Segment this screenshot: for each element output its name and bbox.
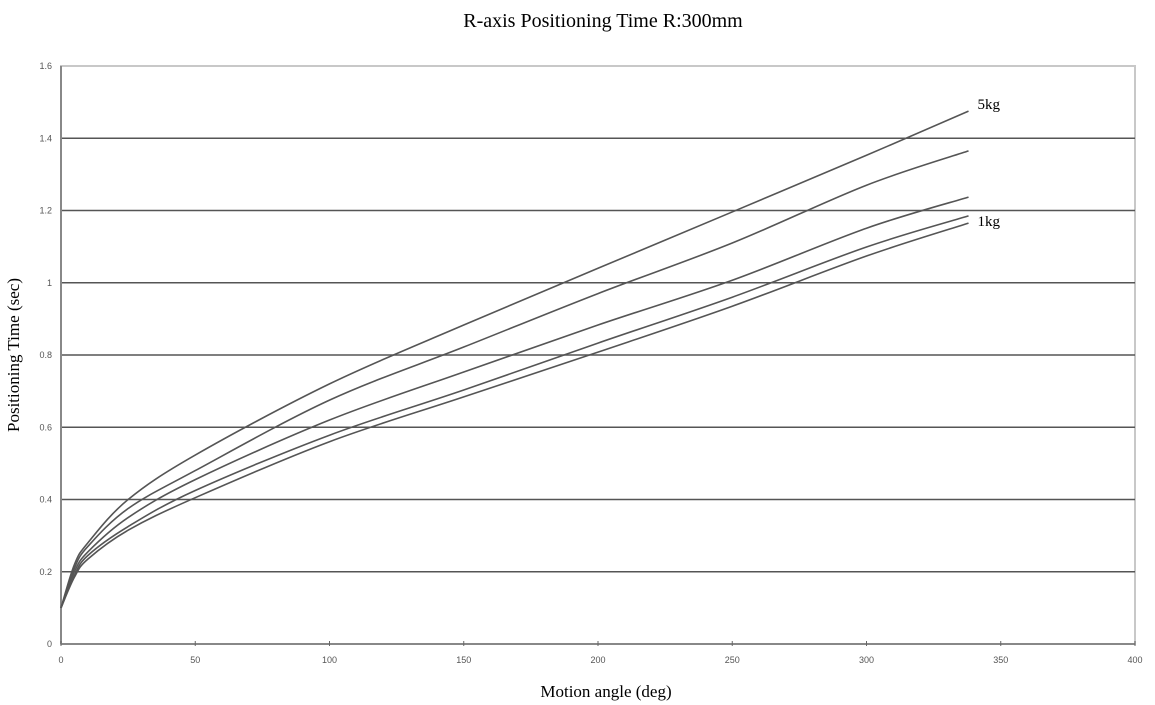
y-tick-label: 1 (47, 278, 52, 288)
y-tick-label: 0 (47, 639, 52, 649)
x-tick-label: 50 (190, 655, 200, 665)
x-axis-label: Motion angle (deg) (540, 682, 671, 701)
y-tick-label: 1.4 (39, 133, 52, 143)
x-tick-label: 400 (1127, 655, 1142, 665)
x-tick-label: 100 (322, 655, 337, 665)
series-line-4 (60, 215, 969, 609)
y-tick-label: 1.6 (39, 61, 52, 71)
series-label-5kg: 5kg (978, 97, 1001, 113)
series-line-3 (60, 196, 969, 609)
y-tick-label: 1.2 (39, 206, 52, 216)
x-tick-label: 250 (725, 655, 740, 665)
chart-title: R-axis Positioning Time R:300mm (463, 10, 743, 32)
x-tick-label: 200 (590, 655, 605, 665)
x-tick-label: 300 (859, 655, 874, 665)
x-tick-label: 0 (58, 655, 63, 665)
y-axis-label: Positioning Time (sec) (4, 278, 23, 432)
series-line-1 (60, 110, 969, 609)
y-tick-label: 0.2 (39, 567, 52, 577)
series-line-2 (60, 150, 969, 609)
y-tick-label: 0.4 (39, 495, 52, 505)
series-line-5 (60, 222, 969, 609)
series-label-1kg: 1kg (978, 214, 1001, 230)
x-tick-label: 150 (456, 655, 471, 665)
x-tick-label: 350 (993, 655, 1008, 665)
y-tick-label: 0.6 (39, 422, 52, 432)
y-tick-label: 0.8 (39, 350, 52, 360)
